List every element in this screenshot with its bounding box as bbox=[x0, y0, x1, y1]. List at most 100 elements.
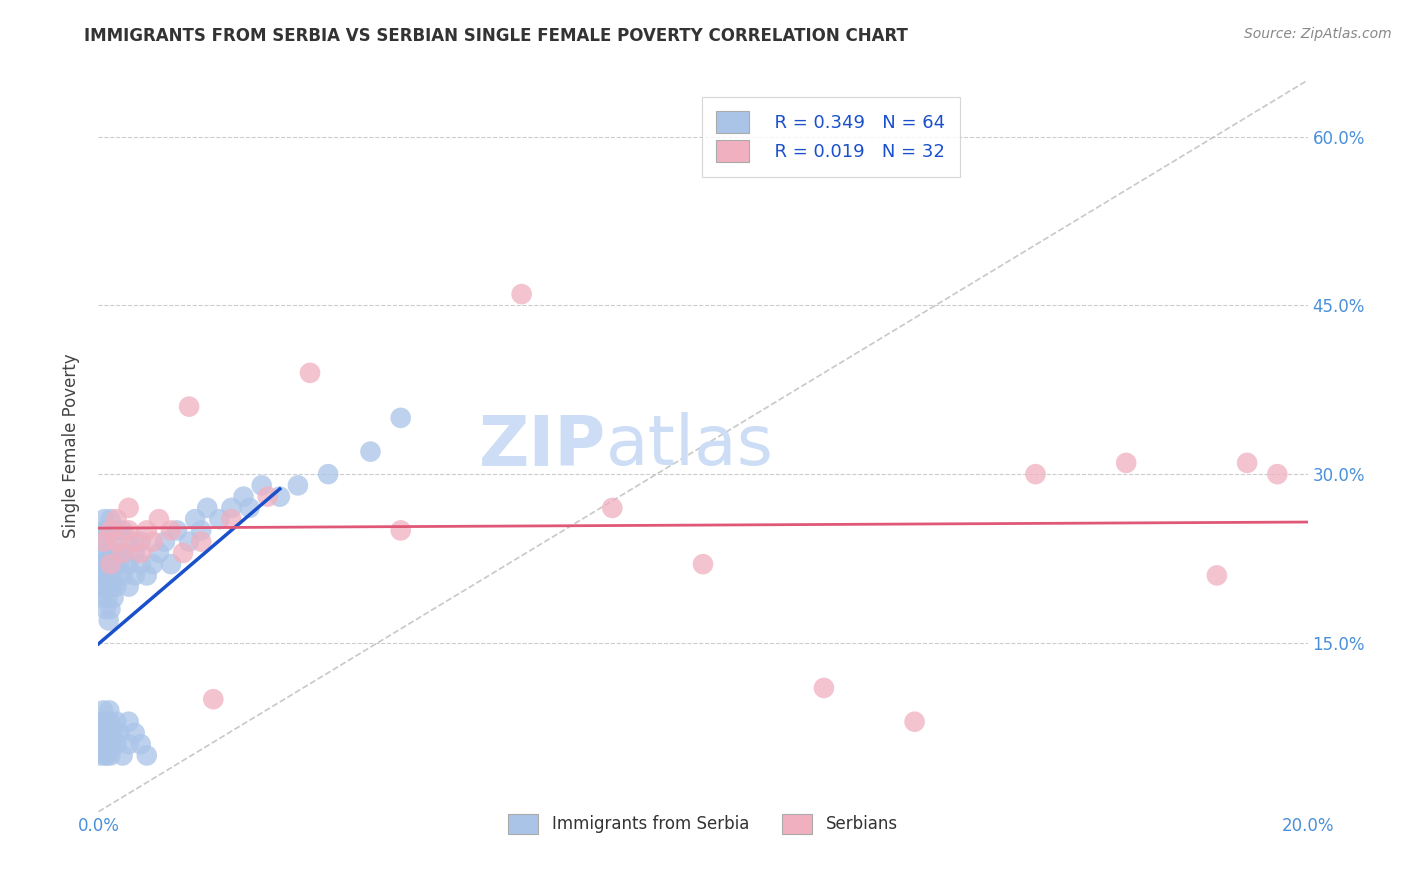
Point bbox=[94, 726, 117, 740]
Point bbox=[166, 524, 188, 538]
Point bbox=[190, 534, 212, 549]
Point bbox=[160, 557, 183, 571]
Point bbox=[118, 557, 141, 571]
Point bbox=[179, 534, 201, 549]
Point bbox=[124, 534, 146, 549]
Point bbox=[360, 444, 382, 458]
Point bbox=[91, 591, 114, 605]
Point bbox=[1206, 568, 1229, 582]
Point bbox=[135, 748, 157, 763]
Point bbox=[299, 366, 322, 380]
Point bbox=[94, 748, 117, 763]
Text: atlas: atlas bbox=[606, 412, 775, 480]
Point bbox=[904, 714, 927, 729]
Point bbox=[96, 726, 118, 740]
Point bbox=[100, 580, 122, 594]
Point bbox=[91, 714, 114, 729]
Point bbox=[90, 737, 112, 751]
Point bbox=[184, 512, 207, 526]
Point bbox=[105, 546, 128, 560]
Point bbox=[100, 714, 122, 729]
Point bbox=[108, 557, 131, 571]
Point bbox=[100, 557, 122, 571]
Point bbox=[105, 557, 128, 571]
Point bbox=[510, 287, 533, 301]
Point bbox=[100, 512, 122, 526]
Point bbox=[100, 737, 122, 751]
Point bbox=[221, 500, 243, 515]
Point bbox=[89, 748, 111, 763]
Point bbox=[103, 591, 125, 605]
Point bbox=[160, 524, 183, 538]
Point bbox=[105, 534, 128, 549]
Point bbox=[142, 557, 165, 571]
Point bbox=[1115, 456, 1137, 470]
Point bbox=[124, 726, 146, 740]
Point bbox=[148, 512, 170, 526]
Point bbox=[232, 490, 254, 504]
Point bbox=[93, 524, 115, 538]
Point bbox=[93, 534, 115, 549]
Point bbox=[111, 546, 134, 560]
Point bbox=[105, 524, 128, 538]
Point bbox=[256, 490, 278, 504]
Text: Source: ZipAtlas.com: Source: ZipAtlas.com bbox=[1244, 27, 1392, 41]
Point bbox=[97, 714, 120, 729]
Point bbox=[142, 534, 165, 549]
Y-axis label: Single Female Poverty: Single Female Poverty bbox=[62, 354, 80, 538]
Point bbox=[111, 568, 134, 582]
Point bbox=[96, 557, 118, 571]
Point bbox=[129, 737, 152, 751]
Point bbox=[1024, 467, 1046, 482]
Point bbox=[90, 557, 112, 571]
Point bbox=[129, 534, 152, 549]
Point bbox=[208, 512, 231, 526]
Point bbox=[105, 512, 128, 526]
Point bbox=[93, 534, 115, 549]
Point bbox=[100, 568, 122, 582]
Point bbox=[108, 726, 131, 740]
Point bbox=[118, 714, 141, 729]
Point bbox=[118, 500, 141, 515]
Point bbox=[105, 714, 128, 729]
Point bbox=[129, 546, 152, 560]
Point bbox=[94, 568, 117, 582]
Point bbox=[91, 703, 114, 717]
Point bbox=[91, 726, 114, 740]
Point bbox=[105, 580, 128, 594]
Point bbox=[93, 714, 115, 729]
Point bbox=[98, 580, 121, 594]
Text: ZIP: ZIP bbox=[479, 412, 606, 480]
Point bbox=[316, 467, 339, 482]
Point bbox=[91, 546, 114, 560]
Point bbox=[100, 748, 122, 763]
Text: IMMIGRANTS FROM SERBIA VS SERBIAN SINGLE FEMALE POVERTY CORRELATION CHART: IMMIGRANTS FROM SERBIA VS SERBIAN SINGLE… bbox=[84, 27, 908, 45]
Point bbox=[195, 500, 218, 515]
Point bbox=[96, 748, 118, 763]
Point bbox=[96, 546, 118, 560]
Point bbox=[111, 524, 134, 538]
Point bbox=[96, 568, 118, 582]
Point bbox=[91, 568, 114, 582]
Point bbox=[105, 737, 128, 751]
Point bbox=[135, 524, 157, 538]
Point bbox=[96, 524, 118, 538]
Point bbox=[124, 568, 146, 582]
Point bbox=[90, 580, 112, 594]
Point bbox=[103, 568, 125, 582]
Point bbox=[118, 737, 141, 751]
Point bbox=[179, 400, 201, 414]
Point bbox=[221, 512, 243, 526]
Point bbox=[111, 748, 134, 763]
Legend: Immigrants from Serbia, Serbians: Immigrants from Serbia, Serbians bbox=[495, 800, 911, 847]
Point bbox=[135, 568, 157, 582]
Point bbox=[118, 580, 141, 594]
Point bbox=[153, 534, 176, 549]
Point bbox=[172, 546, 194, 560]
Point bbox=[96, 534, 118, 549]
Point bbox=[94, 602, 117, 616]
Point bbox=[93, 557, 115, 571]
Point bbox=[239, 500, 262, 515]
Point bbox=[389, 524, 412, 538]
Point bbox=[692, 557, 714, 571]
